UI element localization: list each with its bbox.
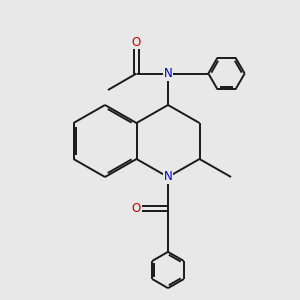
Text: N: N [164,170,172,184]
Text: O: O [132,35,141,49]
Text: N: N [164,67,172,80]
Text: O: O [132,202,141,215]
